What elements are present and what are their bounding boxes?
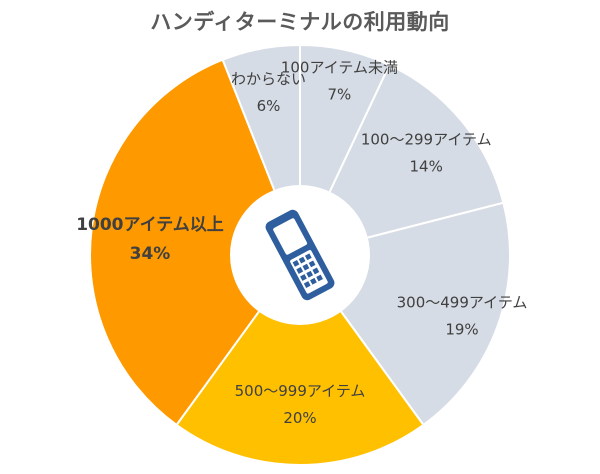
slice-label-2: 100〜299アイテム <box>361 131 492 149</box>
chart-title: ハンディターミナルの利用動向 <box>150 10 450 34</box>
slice-value-4: 20% <box>283 409 316 427</box>
slice-label-1: 100アイテム未満 <box>281 59 398 77</box>
slice-value-1: 7% <box>328 86 352 104</box>
pie-slice-5 <box>89 58 302 427</box>
slice-value-3: 19% <box>445 320 478 338</box>
slice-label-3: 300〜499アイテム <box>397 293 528 311</box>
slice-value-5: 34% <box>130 244 171 264</box>
pie-slice-4 <box>175 253 425 466</box>
slice-label-6: わからない <box>231 70 306 88</box>
slice-label-4: 500〜999アイテム <box>235 382 366 400</box>
slice-label-5: 1000アイテム以上 <box>76 215 224 235</box>
slice-value-6: 6% <box>257 97 281 115</box>
handheld-terminal-icon <box>265 209 335 301</box>
slice-value-2: 14% <box>410 158 443 176</box>
